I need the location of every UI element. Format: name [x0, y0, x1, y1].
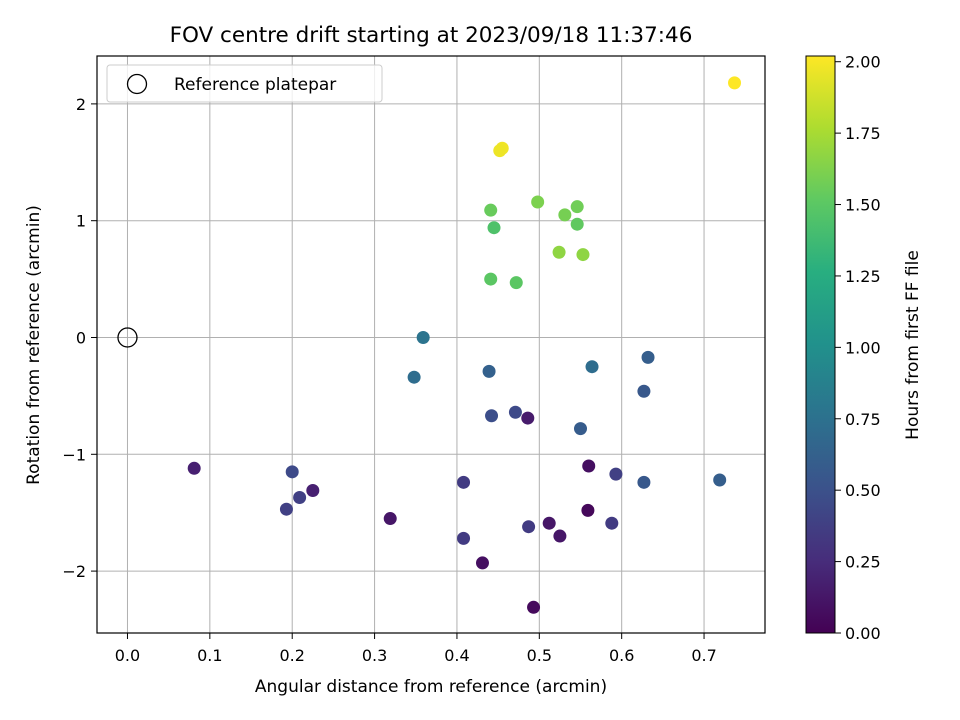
data-point	[485, 409, 499, 423]
y-tick-label: −2	[62, 562, 86, 581]
data-point	[187, 461, 201, 475]
data-point	[521, 411, 535, 425]
legend-entry: Reference platepar	[174, 75, 336, 95]
data-point	[576, 248, 590, 262]
data-point	[457, 531, 471, 545]
data-point	[522, 520, 536, 534]
chart-title: FOV centre drift starting at 2023/09/18 …	[170, 23, 693, 48]
data-point	[570, 217, 584, 231]
data-point	[407, 370, 421, 384]
data-point	[641, 350, 655, 364]
data-point	[493, 144, 507, 158]
data-point	[285, 465, 299, 479]
y-tick-label: −1	[62, 445, 86, 464]
x-tick-label: 0.3	[362, 646, 387, 665]
data-point	[482, 364, 496, 378]
data-points	[187, 76, 742, 614]
y-axis-label: Rotation from reference (arcmin)	[24, 205, 44, 485]
x-axis-ticks: 0.0 0.1 0.2 0.3 0.4 0.5 0.6 0.7	[115, 633, 717, 665]
data-point	[416, 330, 430, 344]
x-tick-label: 0.5	[527, 646, 552, 665]
colorbar	[805, 55, 836, 634]
data-point	[552, 245, 566, 259]
colorbar-tick-label: 2.00	[845, 53, 881, 72]
plot-frame	[96, 55, 766, 634]
data-point	[609, 467, 623, 481]
x-tick-label: 0.7	[691, 646, 716, 665]
data-point	[558, 208, 572, 222]
data-point	[605, 516, 619, 530]
data-point	[542, 516, 556, 530]
data-point	[306, 484, 320, 498]
legend-marker	[126, 73, 148, 95]
colorbar-tick-label: 1.00	[845, 338, 881, 357]
colorbar-tick-label: 1.25	[845, 267, 881, 286]
colorbar-ticks: 0.00 0.25 0.50 0.75 1.00 1.25 1.50 1.75 2.00	[835, 53, 881, 643]
data-point	[484, 203, 498, 217]
data-point	[637, 475, 651, 489]
x-tick-label: 0.1	[197, 646, 222, 665]
data-point	[527, 600, 541, 614]
data-point	[573, 422, 587, 436]
x-axis-label: Angular distance from reference (arcmin)	[255, 677, 607, 697]
reference-platepar-marker	[117, 327, 138, 348]
colorbar-label: Hours from first FF file	[903, 250, 923, 440]
grid-lines	[97, 56, 765, 633]
data-point	[637, 384, 651, 398]
x-tick-label: 0.6	[609, 646, 634, 665]
data-point	[487, 221, 501, 235]
colorbar-tick-label: 0.50	[845, 481, 881, 500]
data-point	[383, 512, 397, 526]
data-point	[279, 502, 293, 516]
y-tick-label: 0	[76, 328, 86, 347]
colorbar-tick-label: 0.25	[845, 553, 881, 572]
colorbar-tick-label: 0.75	[845, 410, 881, 429]
data-point	[553, 529, 567, 543]
x-tick-label: 0.0	[115, 646, 140, 665]
data-point	[531, 195, 545, 209]
legend: Reference platepar	[106, 64, 383, 103]
colorbar-tick-label: 0.00	[845, 624, 881, 643]
data-point	[570, 200, 584, 214]
colorbar-tick-label: 1.75	[845, 124, 881, 143]
data-point	[457, 475, 471, 489]
x-tick-label: 0.2	[279, 646, 304, 665]
y-tick-label: 2	[76, 95, 86, 114]
data-point	[585, 360, 599, 374]
data-point	[728, 76, 742, 90]
legend-box	[106, 64, 383, 103]
data-point	[484, 272, 498, 286]
data-point	[581, 503, 595, 517]
data-point	[509, 276, 523, 290]
y-tick-label: 1	[76, 212, 86, 231]
colorbar-tick-label: 1.50	[845, 196, 881, 215]
data-point	[475, 556, 489, 570]
data-point	[582, 459, 596, 473]
data-point	[508, 405, 522, 419]
data-point	[713, 473, 727, 487]
y-axis-ticks: −2 −1 0 1 2	[62, 95, 97, 581]
x-tick-label: 0.4	[444, 646, 469, 665]
data-point	[293, 491, 307, 505]
